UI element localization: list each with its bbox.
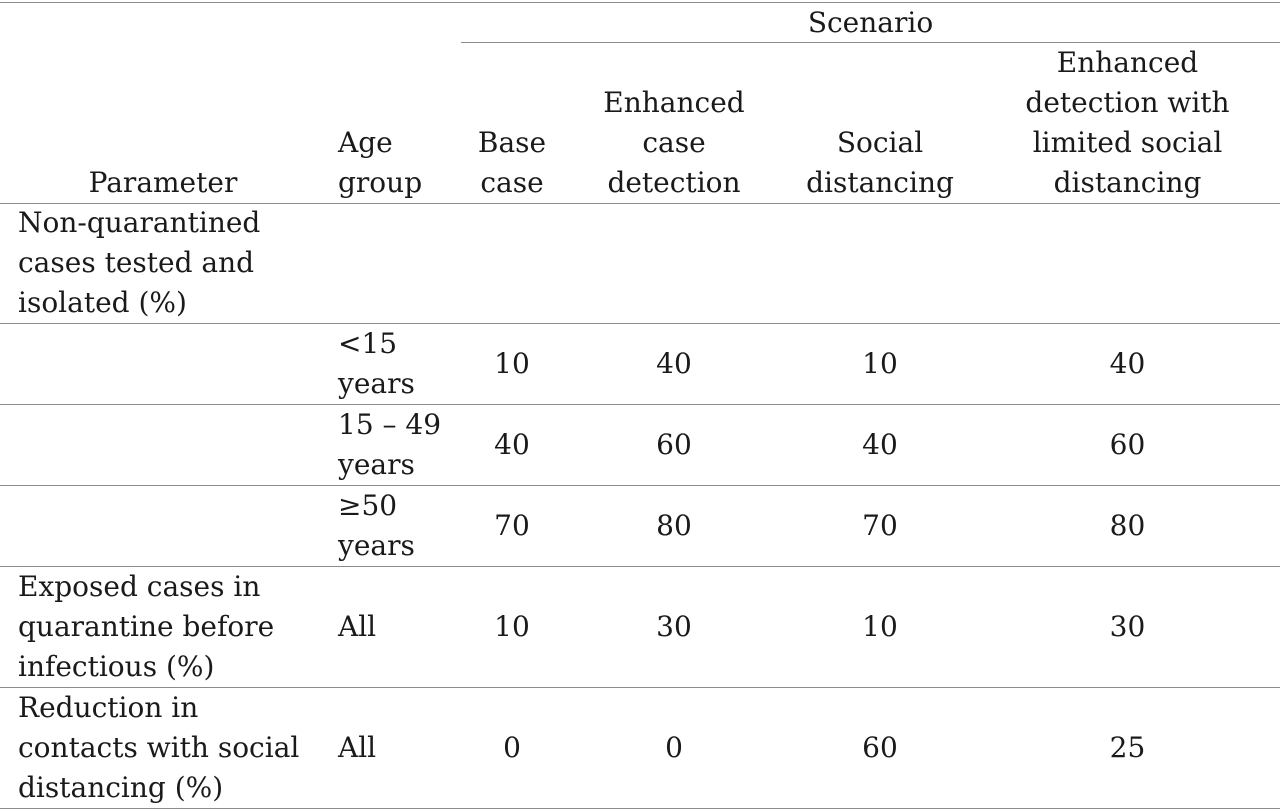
enhanced-detection-header: Enhanced case detection [603, 86, 745, 199]
enhanced-detection-cell: 0 [665, 731, 683, 764]
base-case-cell: 70 [494, 509, 530, 542]
social-distancing-cell: 10 [862, 610, 898, 643]
base-case-header: Base case [477, 126, 547, 199]
social-distancing-header: Social distancing [806, 126, 954, 199]
scenario-rule [461, 42, 1280, 43]
base-case-cell: 0 [503, 731, 521, 764]
enhanced-limited-cell: 80 [1109, 509, 1146, 542]
parameter-cell: Exposed cases in quarantine before infec… [18, 570, 275, 683]
age-cell: 15 – 49 years [338, 408, 442, 481]
table-top-rule [0, 2, 1280, 3]
row-rule [0, 485, 1280, 486]
header-bottom-rule [0, 203, 1280, 204]
age-cell: All [338, 610, 377, 643]
row-rule [0, 323, 1280, 324]
age-group-header: Age group [338, 126, 423, 199]
table-bottom-rule [0, 808, 1280, 809]
social-distancing-cell: 60 [862, 731, 898, 764]
parameter-cell: Non-quarantined cases tested and isolate… [18, 206, 261, 319]
social-distancing-cell: 10 [862, 347, 898, 380]
row-rule [0, 404, 1280, 405]
scenario-header: Scenario [807, 6, 934, 39]
social-distancing-cell: 70 [862, 509, 898, 542]
row-rule [0, 566, 1280, 567]
enhanced-limited-cell: 30 [1109, 610, 1146, 643]
age-cell: All [338, 731, 377, 764]
base-case-cell: 10 [494, 610, 530, 643]
parameter-header: Parameter [88, 166, 238, 199]
enhanced-limited-header: Enhanced detection with limited social d… [1025, 46, 1230, 199]
social-distancing-cell: 40 [862, 428, 898, 461]
parameter-cell: Reduction in contacts with social distan… [18, 691, 300, 804]
enhanced-detection-cell: 40 [656, 347, 692, 380]
age-cell: ≥50 years [338, 489, 415, 562]
enhanced-detection-cell: 30 [656, 610, 692, 643]
enhanced-limited-cell: 25 [1109, 731, 1146, 764]
base-case-cell: 40 [494, 428, 530, 461]
enhanced-limited-cell: 40 [1109, 347, 1146, 380]
row-rule [0, 687, 1280, 688]
enhanced-detection-cell: 80 [656, 509, 692, 542]
age-cell: <15 years [338, 327, 415, 400]
base-case-cell: 10 [494, 347, 530, 380]
enhanced-detection-cell: 60 [656, 428, 692, 461]
enhanced-limited-cell: 60 [1109, 428, 1146, 461]
